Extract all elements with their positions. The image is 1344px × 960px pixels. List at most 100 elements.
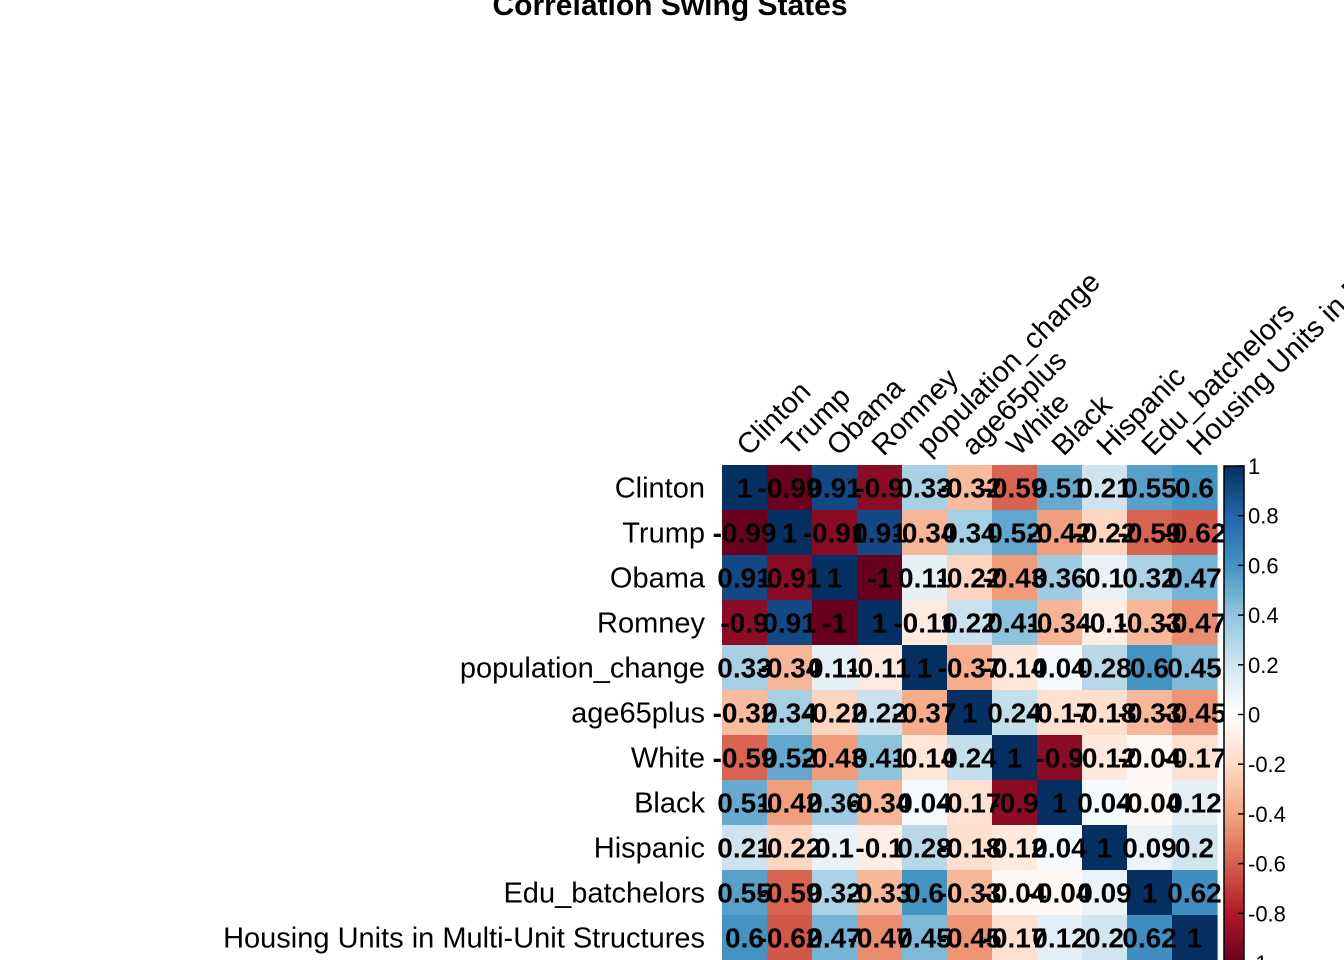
cell-value-label: -0.34 xyxy=(893,518,957,549)
cell-value-label: -0.9 xyxy=(990,788,1038,819)
heatmap-cell xyxy=(902,510,948,556)
cell-value-label: 0.04 xyxy=(897,788,952,819)
heatmap-cell xyxy=(947,915,993,960)
heatmap-cell xyxy=(767,915,813,960)
colorbar-tick-label: -0.4 xyxy=(1248,802,1286,827)
cell-value-label: 1 xyxy=(1097,833,1113,864)
heatmap-cell xyxy=(1037,870,1083,916)
heatmap-cell xyxy=(902,555,948,601)
heatmap-cell xyxy=(812,915,858,960)
heatmap-cell xyxy=(857,870,903,916)
cell-value-label: -0.12 xyxy=(983,833,1047,864)
heatmap-cell xyxy=(992,735,1038,781)
cell-value-label: -0.18 xyxy=(1073,698,1137,729)
cell-value-label: -0.59 xyxy=(758,878,822,909)
colorbar-tick-label: -1 xyxy=(1248,951,1268,960)
heatmap-cell xyxy=(722,510,768,556)
cell-value-label: 0.36 xyxy=(807,788,862,819)
row-label: Romney xyxy=(597,608,705,640)
heatmap-cell xyxy=(1037,645,1083,691)
cell-value-label: 1 xyxy=(962,698,978,729)
colorbar-tick-label: -0.2 xyxy=(1248,752,1286,777)
cell-value-label: 0.11 xyxy=(808,653,861,684)
row-label: Black xyxy=(634,788,705,820)
heatmap-cell xyxy=(992,555,1038,601)
column-labels: ClintonTrumpObamaRomneypopulation_change… xyxy=(731,99,1344,462)
cell-value-label: 1 xyxy=(872,608,888,639)
cell-value-label: -1 xyxy=(867,563,892,594)
heatmap-cell xyxy=(1082,600,1128,646)
heatmap-cell xyxy=(992,825,1038,871)
heatmap-cell xyxy=(767,555,813,601)
cell-value-label: 0.09 xyxy=(1122,833,1177,864)
cell-value-label: 0.28 xyxy=(897,833,952,864)
heatmap-cell xyxy=(947,555,993,601)
cell-value-label: 0.21 xyxy=(1077,473,1132,504)
heatmap-cell xyxy=(1172,915,1218,960)
colorbar xyxy=(1223,465,1245,960)
heatmap-cell xyxy=(992,465,1038,511)
heatmap-cell xyxy=(812,690,858,736)
heatmap-cell xyxy=(902,915,948,960)
heatmap-cell xyxy=(947,870,993,916)
heatmap-cell xyxy=(902,780,948,826)
heatmap-cell xyxy=(857,645,903,691)
cell-value-label: 0.1 xyxy=(1085,563,1124,594)
heatmap-cell xyxy=(1127,690,1173,736)
cell-value-label: -0.33 xyxy=(1118,698,1182,729)
heatmap-cell xyxy=(1172,780,1218,826)
row-label: Hispanic xyxy=(594,833,705,865)
heatmap-cell xyxy=(1127,510,1173,556)
heatmap-cell xyxy=(857,825,903,871)
heatmap-cell xyxy=(1127,870,1173,916)
heatmap-cell xyxy=(947,690,993,736)
cell-value-label: 1 xyxy=(782,518,798,549)
heatmap-cell xyxy=(1172,465,1218,511)
cell-value-label: 0.41 xyxy=(852,743,907,774)
heatmap-cell xyxy=(857,555,903,601)
heatmap-cell xyxy=(722,915,768,960)
heatmap-cell xyxy=(767,510,813,556)
heatmap-cell xyxy=(1127,780,1173,826)
chart-title: Correlation Swing States xyxy=(492,0,847,22)
cell-value-label: 1 xyxy=(1052,788,1068,819)
heatmap-cell xyxy=(1037,600,1083,646)
cell-value-label: -0.33 xyxy=(938,878,1002,909)
heatmap-cell xyxy=(947,780,993,826)
heatmap-cell xyxy=(1082,780,1128,826)
cell-value-label: -0.22 xyxy=(758,833,822,864)
heatmap-cell xyxy=(812,735,858,781)
heatmap-cell xyxy=(902,870,948,916)
row-label: Housing Units in Multi-Unit Structures xyxy=(223,923,705,955)
cell-value-label: -0.91 xyxy=(758,563,822,594)
heatmap-cell xyxy=(722,825,768,871)
heatmap-cell xyxy=(767,735,813,781)
colorbar-tick-label: 0 xyxy=(1248,703,1260,728)
cell-value-label: -0.04 xyxy=(1118,788,1182,819)
cell-value-label: 0.22 xyxy=(942,608,997,639)
cell-value-label: -0.17 xyxy=(983,923,1047,954)
cell-value-label: 0.45 xyxy=(897,923,952,954)
colorbar-tick-label: -0.8 xyxy=(1248,901,1286,926)
cell-value-label: -0.43 xyxy=(983,563,1047,594)
cell-value-label: 0.47 xyxy=(807,923,862,954)
heatmap-cell xyxy=(947,645,993,691)
cell-value-label: -0.11 xyxy=(848,653,910,684)
cell-value-label: 0.45 xyxy=(1167,653,1222,684)
cell-value-label: 0.04 xyxy=(1032,653,1087,684)
cell-value-label: -0.22 xyxy=(938,563,1002,594)
cell-value-label: 0.04 xyxy=(1077,788,1132,819)
cell-value-label: 0.91 xyxy=(762,608,817,639)
row-labels: Clinton Trump Obama Romney population_change… xyxy=(223,473,706,955)
heatmap-cell xyxy=(1127,600,1173,646)
heatmap-cell xyxy=(812,645,858,691)
heatmap-cell xyxy=(902,465,948,511)
cell-value-label: -0.59 xyxy=(713,743,777,774)
cell-value-label: -1 xyxy=(822,608,847,639)
heatmap-cell xyxy=(902,825,948,871)
heatmap-cell xyxy=(1082,690,1128,736)
cell-value-label: -0.17 xyxy=(1163,743,1227,774)
cell-value-label: 0.62 xyxy=(1167,878,1222,909)
cell-value-label: -0.11 xyxy=(893,608,955,639)
heatmap-cell xyxy=(902,600,948,646)
